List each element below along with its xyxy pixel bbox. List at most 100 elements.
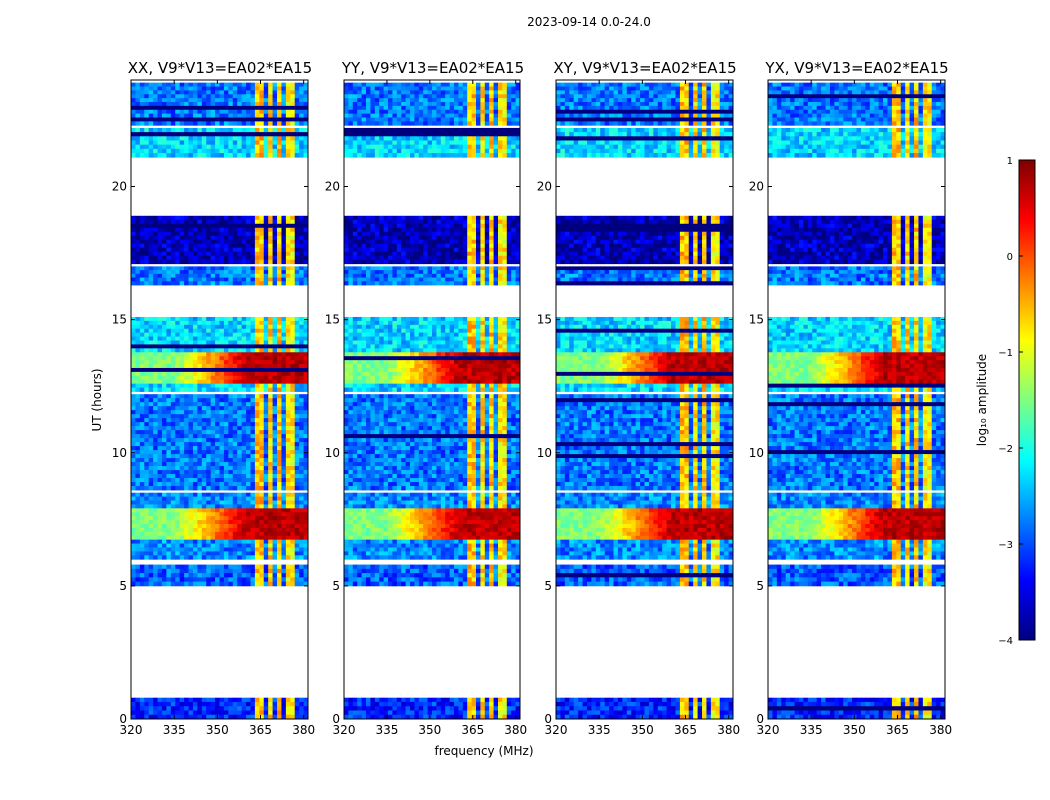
heatmap-cell bbox=[197, 148, 203, 154]
heatmap-cell bbox=[476, 512, 481, 517]
heatmap-cell bbox=[263, 219, 269, 225]
heatmap-cell bbox=[131, 706, 136, 711]
heatmap-cell bbox=[277, 148, 282, 154]
heatmap-cell bbox=[303, 482, 309, 487]
heatmap-cell bbox=[259, 117, 265, 122]
heatmap-cell bbox=[454, 573, 459, 578]
heatmap-cell bbox=[223, 94, 229, 99]
heatmap-cell bbox=[277, 701, 282, 707]
heatmap-cell bbox=[458, 504, 464, 509]
heatmap-cell bbox=[135, 573, 141, 578]
heatmap-cell bbox=[184, 344, 189, 349]
heatmap-cell bbox=[383, 524, 389, 529]
heatmap-cell bbox=[210, 701, 216, 707]
heatmap-cell bbox=[259, 496, 265, 501]
x-tick-label: 380 bbox=[292, 723, 315, 737]
heatmap-cell bbox=[511, 508, 516, 513]
heatmap-cell bbox=[201, 387, 207, 392]
heatmap-cell bbox=[285, 564, 291, 570]
heatmap-cell bbox=[303, 273, 309, 278]
heatmap-cell bbox=[250, 102, 256, 107]
heatmap-cell bbox=[232, 86, 238, 91]
heatmap-cell bbox=[272, 332, 278, 337]
heatmap-cell bbox=[263, 140, 269, 146]
heatmap-cell bbox=[184, 105, 189, 111]
panel-title-xx: XX, V9*V13=EA02*EA15 bbox=[128, 59, 312, 77]
heatmap-cell bbox=[135, 344, 141, 349]
heatmap-cell bbox=[228, 706, 234, 711]
heatmap-cell bbox=[285, 520, 291, 525]
heatmap-cell bbox=[232, 492, 238, 498]
heatmap-cell bbox=[418, 520, 424, 525]
heatmap-cell bbox=[153, 478, 158, 483]
heatmap-cell bbox=[206, 82, 212, 87]
heatmap-cell bbox=[290, 98, 296, 103]
heatmap-cell bbox=[166, 387, 172, 392]
heatmap-cell bbox=[135, 144, 141, 150]
heatmap-cell bbox=[197, 387, 203, 392]
heatmap-cell bbox=[144, 371, 150, 377]
heatmap-cell bbox=[201, 132, 207, 137]
heatmap-cell bbox=[210, 360, 216, 365]
heatmap-cell bbox=[241, 132, 247, 137]
heatmap-cell bbox=[281, 273, 287, 278]
heatmap-cell bbox=[219, 438, 225, 443]
heatmap-cell bbox=[374, 714, 380, 720]
heatmap-cell bbox=[259, 328, 265, 334]
heatmap-cell bbox=[250, 504, 256, 509]
heatmap-cell bbox=[135, 547, 141, 552]
heatmap-cell bbox=[170, 701, 176, 707]
heatmap-cell bbox=[215, 462, 220, 467]
heatmap-cell bbox=[290, 701, 296, 707]
heatmap-cell bbox=[206, 243, 212, 249]
heatmap-cell bbox=[153, 136, 158, 141]
heatmap-cell bbox=[153, 410, 158, 415]
heatmap-cell bbox=[299, 555, 304, 560]
heatmap-cell bbox=[166, 410, 172, 415]
heatmap-cell bbox=[201, 466, 207, 471]
heatmap-cell bbox=[192, 82, 198, 87]
heatmap-cell bbox=[157, 344, 163, 349]
heatmap-cell bbox=[294, 270, 300, 275]
heatmap-cell bbox=[139, 539, 145, 544]
heatmap-cell bbox=[131, 383, 136, 388]
heatmap-cell bbox=[184, 127, 189, 133]
heatmap-cell bbox=[139, 109, 145, 115]
heatmap-cell bbox=[192, 581, 198, 587]
heatmap-cell bbox=[303, 266, 309, 271]
heatmap-cell bbox=[418, 710, 424, 716]
heatmap-cell bbox=[361, 714, 367, 720]
heatmap-cell bbox=[197, 136, 203, 141]
heatmap-cell bbox=[370, 568, 376, 574]
heatmap-cell bbox=[281, 438, 287, 443]
heatmap-cell bbox=[197, 482, 203, 487]
heatmap-cell bbox=[228, 564, 234, 570]
heatmap-cell bbox=[139, 512, 145, 517]
heatmap-cell bbox=[166, 90, 172, 95]
heatmap-cell bbox=[366, 564, 371, 570]
heatmap-cell bbox=[281, 153, 287, 158]
heatmap-cell bbox=[223, 344, 229, 349]
heatmap-cell bbox=[144, 504, 150, 509]
heatmap-cell bbox=[515, 568, 521, 574]
heatmap-cell bbox=[423, 524, 428, 529]
heatmap-cell bbox=[277, 102, 282, 107]
heatmap-cell bbox=[184, 132, 189, 137]
heatmap-cell bbox=[197, 398, 203, 403]
heatmap-cell bbox=[268, 414, 273, 419]
heatmap-cell bbox=[139, 239, 145, 245]
heatmap-cell bbox=[188, 113, 194, 118]
heatmap-cell bbox=[272, 697, 278, 703]
heatmap-cell bbox=[161, 402, 167, 407]
heatmap-cell bbox=[405, 701, 411, 707]
heatmap-cell bbox=[272, 418, 278, 423]
heatmap-cell bbox=[139, 235, 145, 241]
heatmap-cell bbox=[175, 539, 181, 544]
heatmap-cell bbox=[281, 379, 287, 385]
heatmap-cell bbox=[303, 121, 309, 126]
heatmap-cell bbox=[175, 348, 181, 353]
heatmap-cell bbox=[392, 581, 398, 587]
heatmap-cell bbox=[418, 697, 424, 703]
heatmap-cell bbox=[263, 348, 269, 353]
heatmap-cell bbox=[484, 496, 490, 501]
